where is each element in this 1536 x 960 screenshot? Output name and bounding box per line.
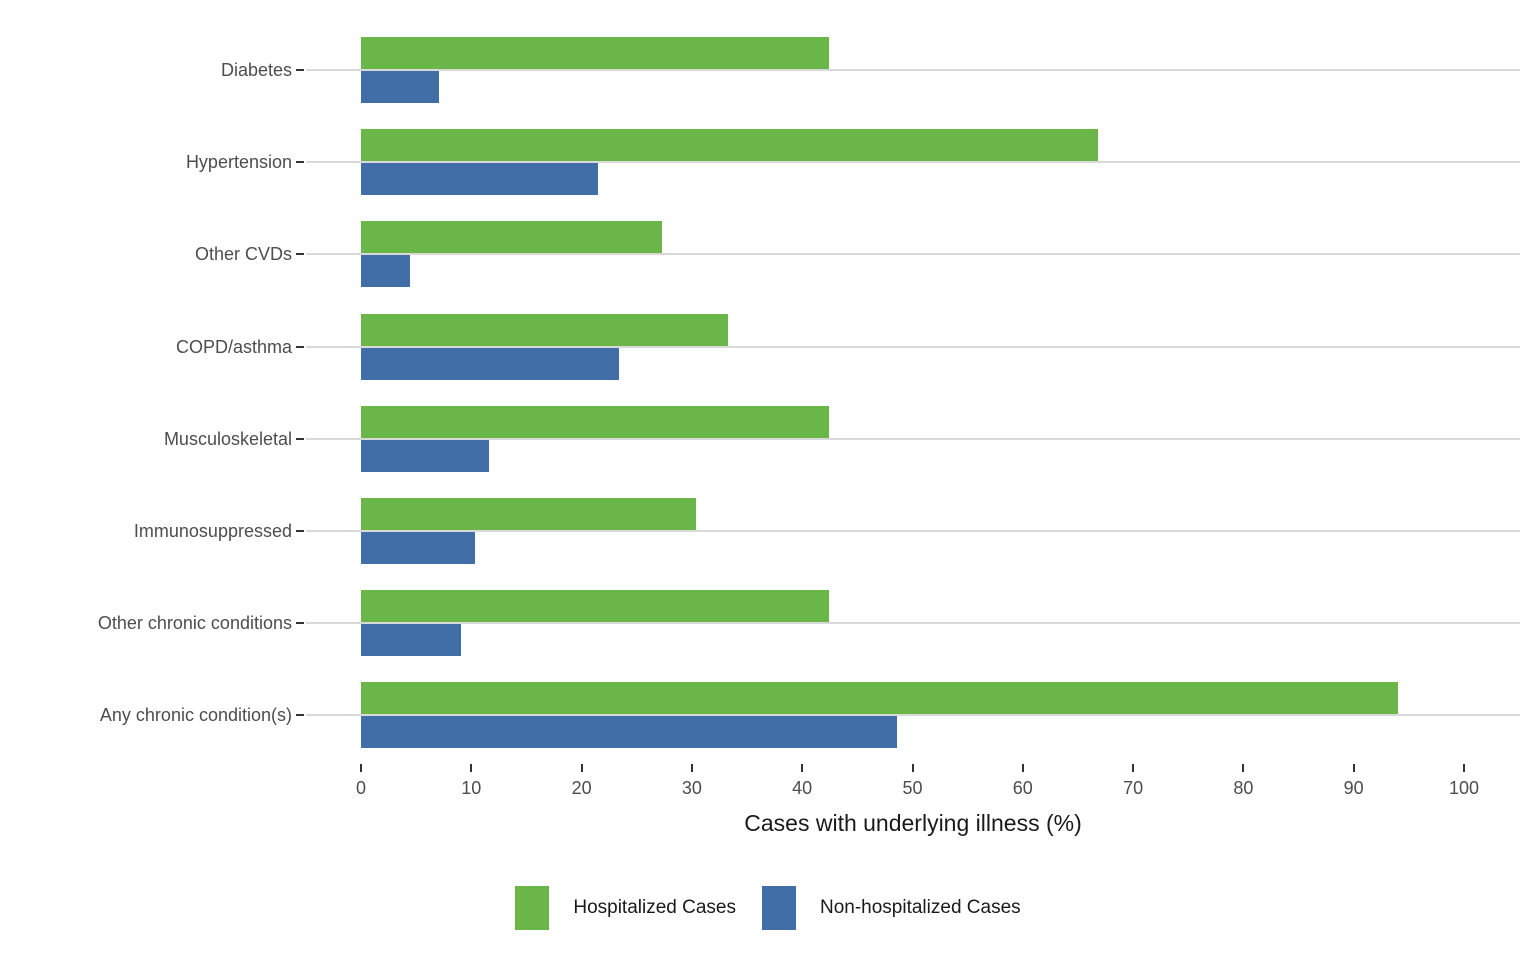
category-gridline [306,714,1520,717]
x-axis-tick-label: 70 [1123,778,1144,798]
legend-swatch-non-hospitalized-icon [761,886,796,930]
category-tick [296,714,304,717]
category-label: Hypertension [185,152,292,173]
bar-hospitalized [361,129,1098,162]
bar-non-hospitalized [361,347,620,380]
legend-item-hospitalized: Hospitalized Cases [515,886,736,930]
plot-area: Diabetes Hypertension Other CVDs COPD/asthm… [97,37,1520,798]
x-axis-tick [801,764,804,772]
bar-hospitalized [361,405,829,438]
bar-non-hospitalized [361,624,462,657]
x-axis-tick-label: 10 [461,778,482,798]
category-gridline [306,530,1520,532]
bar-hospitalized [361,498,697,530]
x-axis-tick-label: 100 [1448,778,1480,798]
category-tick [296,253,304,256]
x-axis-tick [690,764,693,772]
category-label: Musculoskeletal [163,428,292,449]
legend-label-non-hospitalized: Non-hospitalized Cases [819,897,1021,918]
category-tick [296,437,304,440]
legend-label-hospitalized: Hospitalized Cases [573,897,736,918]
bar-non-hospitalized [361,439,489,472]
bar-non-hospitalized [361,163,599,196]
x-axis-tick-label: 30 [681,778,702,798]
bar-non-hospitalized [361,255,410,288]
x-axis-title: Cases with underlying illness (%) [744,810,1082,836]
bar-hospitalized [361,590,829,623]
x-axis-tick-label: 90 [1343,778,1364,798]
x-axis-tick [1463,764,1465,772]
category-tick [296,530,304,532]
x-axis-tick-label: 40 [792,778,813,798]
category-gridline [306,253,1520,256]
category-label: Diabetes [220,60,292,80]
category-tick [296,161,304,164]
category-gridline [306,622,1520,625]
category-label: COPD/asthma [175,336,292,357]
legend-swatch-hospitalized-icon [515,886,550,930]
legend: Hospitalized Cases Non-hospitalized Case… [0,886,1536,930]
x-axis-tick [1021,764,1024,772]
x-axis-tick [580,764,583,772]
category-gridline [306,161,1520,164]
category-label: Any chronic condition(s) [99,705,292,726]
bar-hospitalized [361,313,729,346]
legend-item-non-hospitalized: Non-hospitalized Cases [761,886,1021,930]
category-gridline [306,437,1520,440]
bar-non-hospitalized [361,716,898,749]
category-gridline [306,345,1520,348]
bar-non-hospitalized [361,532,475,564]
bar-hospitalized [361,221,663,254]
x-axis-tick-label: 20 [571,778,592,798]
category-tick [296,69,304,71]
x-axis-tick-label: 80 [1233,778,1254,798]
bar-non-hospitalized [361,71,440,103]
category-label: Other chronic conditions [97,613,292,634]
x-axis-tick [1132,764,1135,772]
x-axis-tick [911,764,914,772]
x-axis-tick [360,764,362,772]
x-axis-tick-label: 60 [1012,778,1033,798]
category-label: Other CVDs [194,244,292,265]
bar-hospitalized [361,682,1398,715]
category-tick [296,345,304,348]
category-label: Immunosuppressed [133,521,292,541]
x-axis-tick-label: 0 [355,778,366,798]
x-axis-tick [1352,764,1355,772]
category-gridline [306,69,1520,71]
x-axis-tick-label: 50 [902,778,923,798]
bar-hospitalized [361,37,829,69]
x-axis-tick [470,764,473,772]
category-tick [296,622,304,625]
x-axis-tick [1242,764,1245,772]
